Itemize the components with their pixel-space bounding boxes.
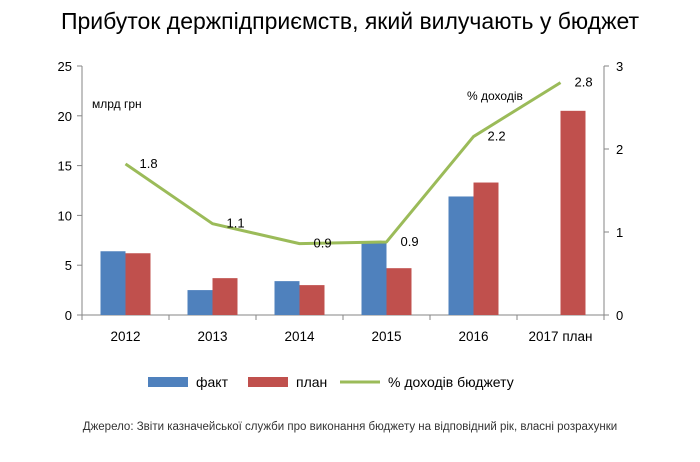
y-left-tick-label: 10 [58,208,72,223]
bar-факт [100,251,126,315]
bar-план [473,182,499,315]
y-left-tick-label: 5 [65,258,72,273]
bar-план [386,268,412,315]
chart-title: Прибуток держпідприємств, який вилучають… [60,8,640,34]
data-label: 0.9 [314,236,332,251]
x-tick-label: 2015 [371,329,401,344]
x-tick-label: 2014 [284,329,315,344]
legend-label: факт [196,374,229,390]
x-tick-label: 2013 [197,329,227,344]
y-right-tick-label: 1 [616,225,623,240]
legend-swatch-факт [148,377,188,387]
data-label: 2.2 [488,129,506,144]
bar-факт [448,196,474,315]
data-label: 1.1 [227,216,245,231]
y-left-tick-label: 15 [58,159,72,174]
bar-план [125,253,151,315]
bar-план [212,278,238,315]
y-right-tick-label: 3 [616,59,623,74]
bar-план [299,285,325,315]
x-tick-label: 2017 план [529,329,593,344]
x-tick-label: 2012 [110,329,140,344]
bar-факт [274,281,300,315]
data-label: 2.8 [575,75,593,90]
y-left-tick-label: 20 [58,109,72,124]
legend-label: план [296,374,327,390]
source-note: Джерело: Звіти казначейської служби про … [82,421,618,433]
y-right-tick-label: 0 [616,308,623,323]
x-tick-label: 2016 [458,329,488,344]
y-right-axis-label: % доходів [467,89,523,103]
y-left-tick-label: 0 [65,308,72,323]
bar-факт [187,290,213,315]
bar-факт [361,241,387,315]
y-right-tick-label: 2 [616,142,623,157]
line-series-percent [124,81,562,246]
bar-план [560,110,586,315]
y-left-axis-label: млрд грн [92,97,142,111]
legend-label: % доходів бюджету [388,374,514,390]
y-left-tick-label: 25 [58,59,72,74]
data-label: 1.8 [140,156,158,171]
data-label: 0.9 [401,234,419,249]
legend-swatch-план [248,377,288,387]
